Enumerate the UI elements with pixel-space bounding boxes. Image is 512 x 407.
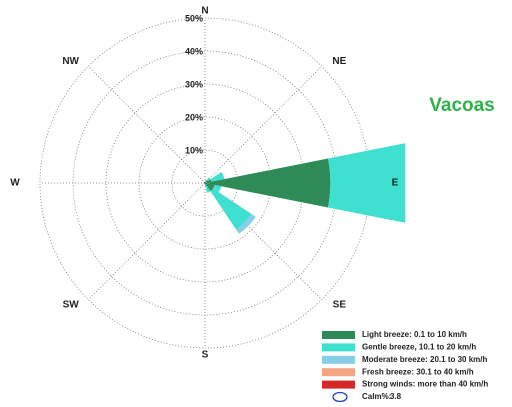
legend-label: Light breeze: 0.1 to 10 km/h [362, 330, 467, 339]
wedge-segment [415, 141, 419, 225]
direction-label: SW [63, 299, 80, 310]
legend-swatch [322, 331, 355, 339]
calm-marker [333, 393, 347, 402]
legend-swatch [322, 381, 355, 389]
wedges [203, 141, 419, 234]
legend-label: Strong winds: more than 40 km/h [362, 380, 488, 389]
legend-swatch [322, 343, 355, 351]
direction-label: NW [62, 56, 79, 67]
direction-label: W [10, 178, 20, 189]
legend-label: Gentle breeze, 10.1 to 20 km/h [362, 343, 476, 352]
direction-label: N [201, 6, 208, 17]
r-tick-label: 20% [185, 112, 203, 122]
legend-swatch [322, 356, 355, 364]
direction-label: NE [332, 56, 346, 67]
calm-label: Calm%: [362, 392, 391, 401]
r-tick-label: 50% [185, 13, 203, 23]
calm-value: 3.8 [390, 392, 402, 401]
r-tick-label: 10% [185, 145, 203, 155]
r-tick-label: 40% [185, 46, 203, 56]
chart-title: Vacoas [429, 95, 495, 116]
direction-label: SE [333, 299, 347, 310]
wedge-segment [415, 141, 419, 225]
legend-label: Fresh breeze: 30.1 to 40 km/h [362, 367, 474, 376]
direction-label: S [202, 350, 209, 361]
spoke [88, 183, 205, 300]
direction-label: E [392, 178, 399, 189]
legend-swatch [322, 368, 355, 376]
labels: 10% 20% 30% 40% 50%N NE E SE S SW W NW Light breeze:… [10, 6, 488, 402]
legend-label: Moderate breeze: 20.1 to 30 km/h [362, 355, 487, 364]
wedge-segment [415, 141, 419, 225]
wedge-segment [328, 141, 420, 225]
r-tick-label: 30% [185, 79, 203, 89]
